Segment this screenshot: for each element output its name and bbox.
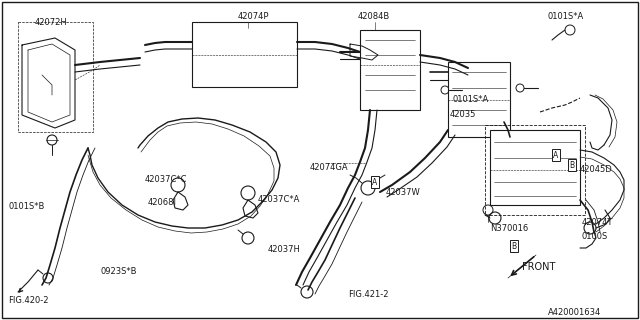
Text: 42037W: 42037W xyxy=(386,188,420,197)
Bar xyxy=(360,30,420,110)
Bar xyxy=(192,22,297,87)
Text: FRONT: FRONT xyxy=(522,262,556,272)
Text: 42084B: 42084B xyxy=(358,12,390,21)
Text: 0923S*B: 0923S*B xyxy=(100,267,136,276)
Text: 42035: 42035 xyxy=(450,110,476,119)
Bar xyxy=(485,125,585,215)
Text: 42068I: 42068I xyxy=(148,198,177,207)
Text: A420001634: A420001634 xyxy=(548,308,601,317)
Text: 42045D: 42045D xyxy=(580,165,612,174)
Text: A: A xyxy=(372,178,378,187)
Text: 0101S*A: 0101S*A xyxy=(548,12,584,21)
Text: 0100S: 0100S xyxy=(582,232,608,241)
Bar xyxy=(18,22,93,132)
Text: 42074P: 42074P xyxy=(238,12,269,21)
Text: FIG.421-2: FIG.421-2 xyxy=(348,290,388,299)
Text: 42037C*C: 42037C*C xyxy=(145,175,188,184)
Bar xyxy=(448,62,510,137)
Text: FIG.420-2: FIG.420-2 xyxy=(8,296,49,305)
Text: 42074T: 42074T xyxy=(582,218,613,227)
Text: 0101S*B: 0101S*B xyxy=(8,202,44,211)
Text: 42037C*A: 42037C*A xyxy=(258,195,300,204)
Text: 42037H: 42037H xyxy=(268,245,301,254)
Text: A: A xyxy=(554,150,559,159)
Text: B: B xyxy=(511,242,516,251)
Text: N370016: N370016 xyxy=(490,224,528,233)
Text: B: B xyxy=(570,161,575,170)
Bar xyxy=(490,130,580,205)
Text: 42072H: 42072H xyxy=(35,18,68,27)
Text: 42074GA: 42074GA xyxy=(310,163,349,172)
Text: 0101S*A: 0101S*A xyxy=(452,95,488,104)
